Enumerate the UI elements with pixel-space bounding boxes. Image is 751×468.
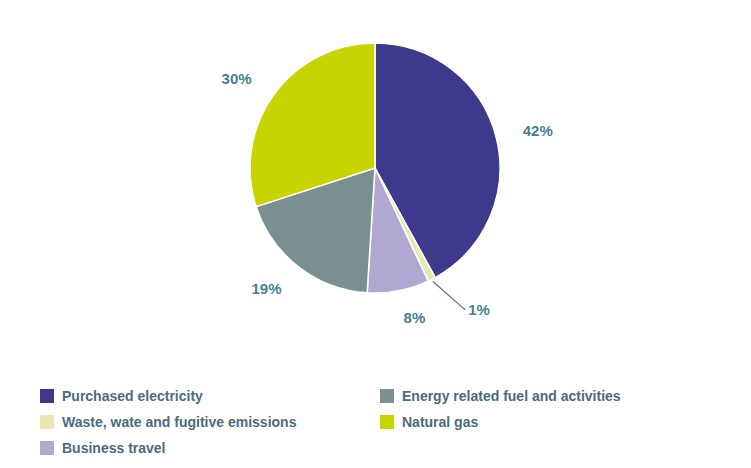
data-label: 30%: [222, 70, 252, 87]
legend-label: Energy related fuel and activities: [402, 388, 621, 404]
legend-label: Waste, wate and fugitive emissions: [62, 414, 297, 430]
pie-slice: [367, 168, 428, 293]
chart-svg: 42% 1% 8% 19% 30% Purchased electricity Waste,…: [0, 0, 751, 468]
data-label: 42%: [523, 122, 553, 139]
data-labels: 42% 1% 8% 19% 30%: [222, 70, 553, 326]
legend: Purchased electricity Waste, wate and fug…: [40, 388, 621, 456]
label-leader: [433, 282, 465, 310]
data-label: 8%: [404, 309, 426, 326]
chart-root: 42% 1% 8% 19% 30% Purchased electricity Waste,…: [0, 0, 751, 468]
slices: [250, 43, 500, 293]
data-label: 19%: [252, 280, 282, 297]
legend-swatch: [40, 415, 54, 429]
legend-swatch: [40, 389, 54, 403]
legend-label: Natural gas: [402, 414, 478, 430]
legend-swatch: [380, 389, 394, 403]
pie-slice: [250, 43, 375, 207]
legend-label: Business travel: [62, 440, 166, 456]
data-label: 1%: [468, 301, 490, 318]
legend-swatch: [380, 415, 394, 429]
legend-label: Purchased electricity: [62, 388, 203, 404]
legend-swatch: [40, 441, 54, 455]
